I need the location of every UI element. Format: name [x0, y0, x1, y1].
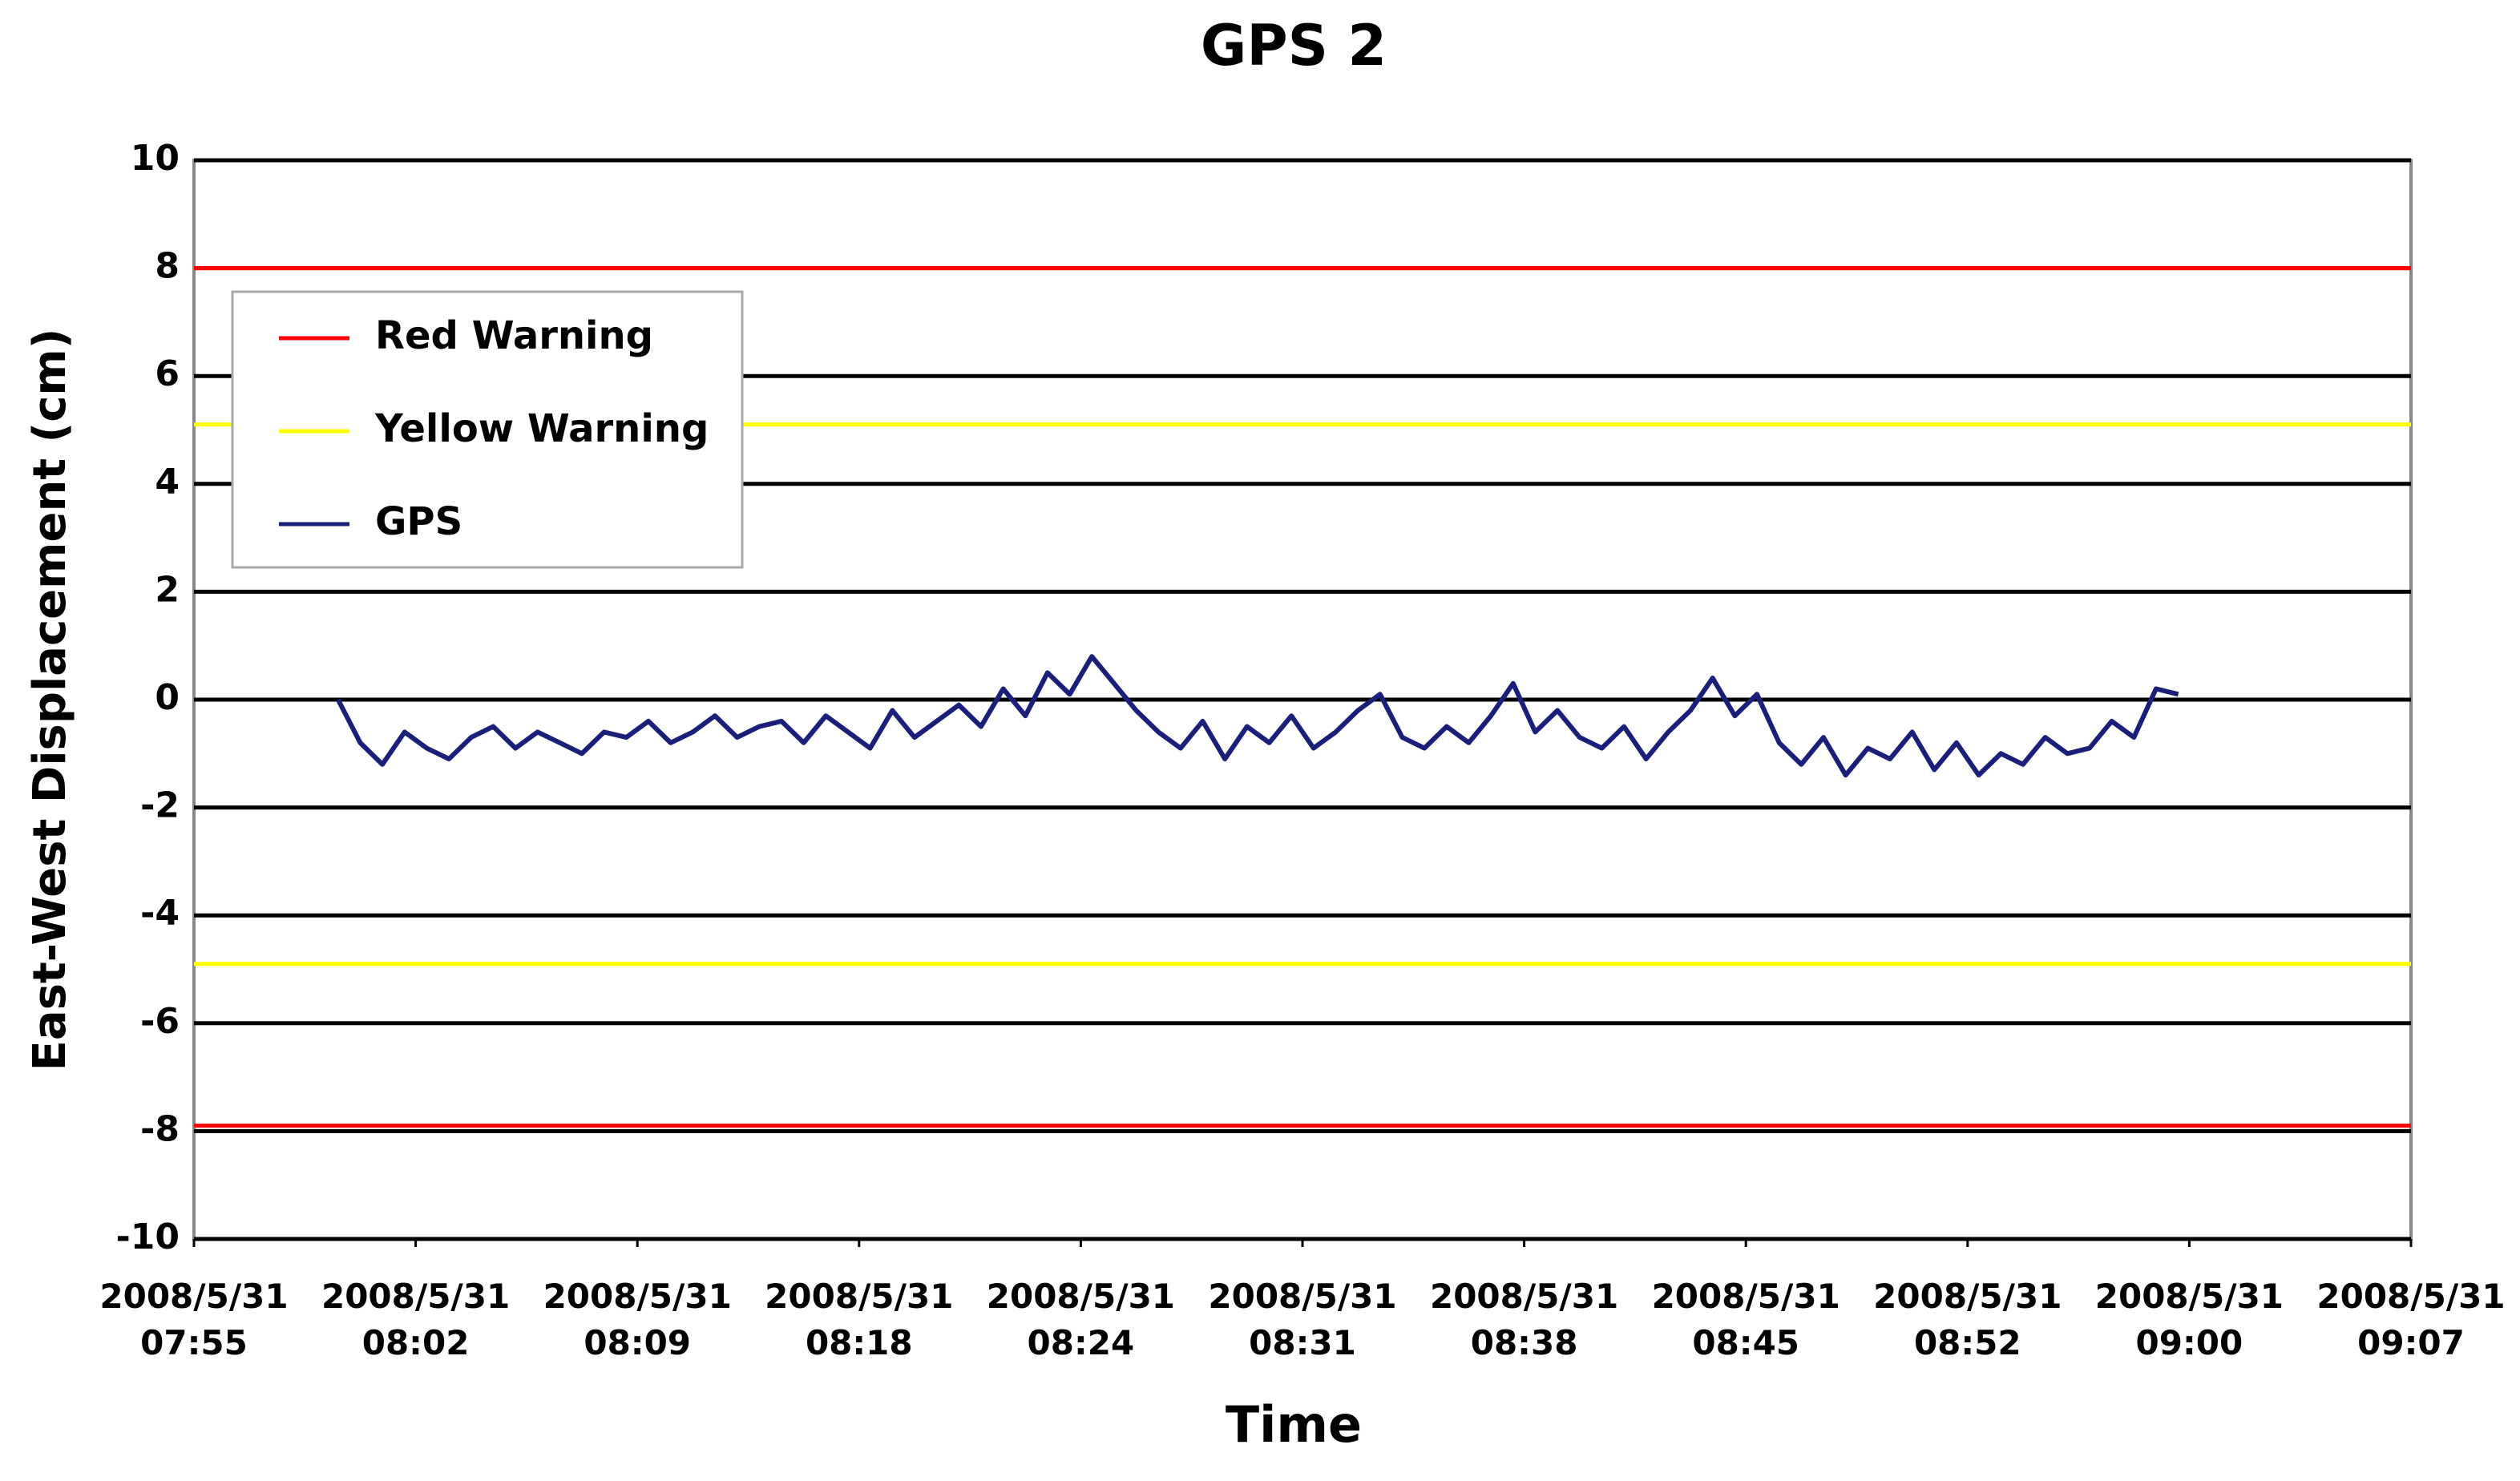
x-tick-label: 2008/5/31 08:45 [1652, 1277, 1840, 1362]
x-tick-label-line: 2008/5/31 [1430, 1277, 1618, 1316]
x-tick-label-line: 2008/5/31 [1873, 1277, 2062, 1316]
x-tick-label-line: 08:52 [1914, 1323, 2021, 1362]
y-tick-label: -10 [116, 1217, 180, 1257]
x-tick-label-line: 08:31 [1249, 1323, 1356, 1362]
x-tick-label: 2008/5/31 09:00 [2095, 1277, 2284, 1362]
x-tick-label-line: 2008/5/31 [987, 1277, 1175, 1316]
legend-label: GPS [375, 499, 462, 544]
x-tick-label-line: 08:09 [584, 1323, 691, 1362]
x-tick-label: 2008/5/31 08:18 [765, 1277, 953, 1362]
x-tick-label-line: 2008/5/31 [765, 1277, 953, 1316]
y-tick-label: -6 [140, 1001, 180, 1042]
x-tick-label-line: 08:18 [806, 1323, 913, 1362]
x-tick-label-line: 09:00 [2136, 1323, 2243, 1362]
x-tick-label: 2008/5/31 08:09 [543, 1277, 732, 1362]
chart-title: GPS 2 [1201, 13, 1387, 79]
y-tick-label: -4 [140, 893, 180, 934]
x-axis-title: Time [1226, 1395, 1362, 1454]
x-tick-label-line: 2008/5/31 [2095, 1277, 2284, 1316]
x-tick-label: 2008/5/31 08:24 [987, 1277, 1175, 1362]
y-tick-label: -2 [140, 785, 180, 826]
y-tick-label: 6 [155, 353, 180, 394]
x-tick-label-line: 2008/5/31 [1208, 1277, 1396, 1316]
x-tick-label-line: 09:07 [2357, 1323, 2465, 1362]
x-tick-label-line: 07:55 [140, 1323, 248, 1362]
x-tick-label-line: 08:38 [1471, 1323, 1578, 1362]
x-tick-label: 2008/5/31 09:07 [2316, 1277, 2505, 1362]
x-tick-label: 2008/5/31 08:38 [1430, 1277, 1618, 1362]
x-tick-label-line: 2008/5/31 [99, 1277, 288, 1316]
data-line [336, 654, 2179, 778]
y-tick-label: 10 [131, 138, 180, 179]
x-tick-label: 2008/5/31 08:02 [321, 1277, 510, 1362]
y-axis-title: East-West Displacement (cm) [24, 329, 76, 1071]
y-tick-label: 8 [155, 246, 180, 287]
x-tick-label-line: 2008/5/31 [543, 1277, 732, 1316]
y-tick-label: -8 [140, 1108, 180, 1149]
legend-label: Yellow Warning [374, 406, 709, 451]
x-tick-label-line: 08:45 [1692, 1323, 1799, 1362]
x-tick-label-line: 08:02 [362, 1323, 470, 1362]
x-tick-label-line: 2008/5/31 [1652, 1277, 1840, 1316]
x-tick-label: 2008/5/31 08:31 [1208, 1277, 1396, 1362]
x-tick-label-line: 2008/5/31 [2316, 1277, 2505, 1316]
y-tick-label: 4 [155, 462, 180, 502]
y-tick-label: 2 [155, 569, 180, 610]
x-tick-label: 2008/5/31 08:52 [1873, 1277, 2062, 1362]
x-tick-label: 2008/5/31 07:55 [99, 1277, 288, 1362]
x-tick-label-line: 08:24 [1028, 1323, 1135, 1362]
legend-label: Red Warning [375, 313, 653, 358]
y-tick-label: 0 [155, 677, 180, 718]
x-tick-label-line: 2008/5/31 [321, 1277, 510, 1316]
